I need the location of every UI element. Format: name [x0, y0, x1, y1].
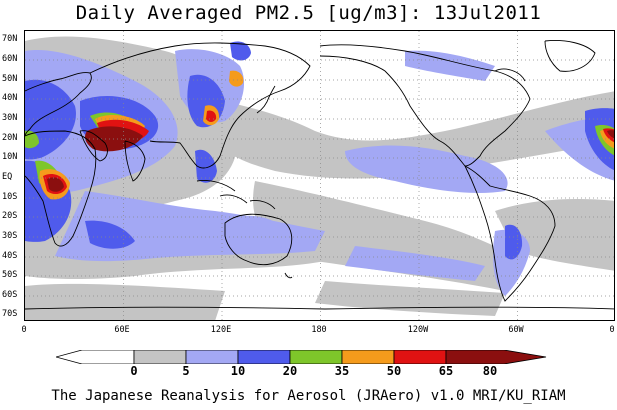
lat-label-10n: 10N [2, 152, 18, 162]
colorbar-tick-20: 20 [282, 364, 298, 378]
lon-label-0-right: 0 [609, 325, 615, 335]
lon-label-0-left: 0 [21, 325, 27, 335]
colorbar-segment-3 [237, 350, 291, 364]
map-graphic [25, 31, 614, 320]
map-title: Daily Averaged PM2.5 [ug/m3]: 13Jul2011 [75, 2, 542, 24]
colorbar-tick-10: 10 [230, 364, 246, 378]
lat-label-20s: 20S [2, 211, 18, 221]
colorbar-segment-7 [445, 350, 547, 364]
footer-credit: The Japanese Reanalysis for Aerosol (JRA… [51, 388, 566, 404]
lat-label-70s: 70S [2, 309, 18, 319]
lat-label-50n: 50N [2, 74, 18, 84]
lat-label-70n: 70N [2, 34, 18, 44]
lon-label-120w: 120W [407, 325, 429, 335]
colorbar [56, 350, 547, 364]
map-gridlines [25, 31, 614, 320]
lat-label-40n: 40N [2, 93, 18, 103]
colorbar-segment-6 [393, 350, 447, 364]
lon-label-60e: 60E [114, 325, 130, 335]
lon-label-180: 180 [311, 325, 327, 335]
colorbar-tick-35: 35 [334, 364, 350, 378]
colorbar-segment-2 [185, 350, 239, 364]
colorbar-segment-4 [289, 350, 343, 364]
coastlines [25, 40, 614, 310]
colorbar-segment-1 [133, 350, 187, 364]
lat-label-eq: EQ [2, 172, 13, 182]
lon-label-120e: 120E [210, 325, 232, 335]
colorbar-tick-65: 65 [438, 364, 454, 378]
colorbar-segment-0 [56, 350, 135, 364]
colorbar-tick-5: 5 [182, 364, 190, 378]
lon-label-60w: 60W [508, 325, 524, 335]
lat-label-20n: 20N [2, 133, 18, 143]
lat-label-30n: 30N [2, 113, 18, 123]
lat-label-30s: 30S [2, 231, 18, 241]
colorbar-segment-5 [341, 350, 395, 364]
lat-label-10s: 10S [2, 192, 18, 202]
lat-label-60s: 60S [2, 290, 18, 300]
colorbar-tick-80: 80 [482, 364, 498, 378]
pm25-map [24, 30, 615, 321]
lat-label-40s: 40S [2, 251, 18, 261]
lat-label-60n: 60N [2, 54, 18, 64]
colorbar-tick-0: 0 [130, 364, 138, 378]
lat-label-50s: 50S [2, 270, 18, 280]
colorbar-tick-50: 50 [386, 364, 402, 378]
